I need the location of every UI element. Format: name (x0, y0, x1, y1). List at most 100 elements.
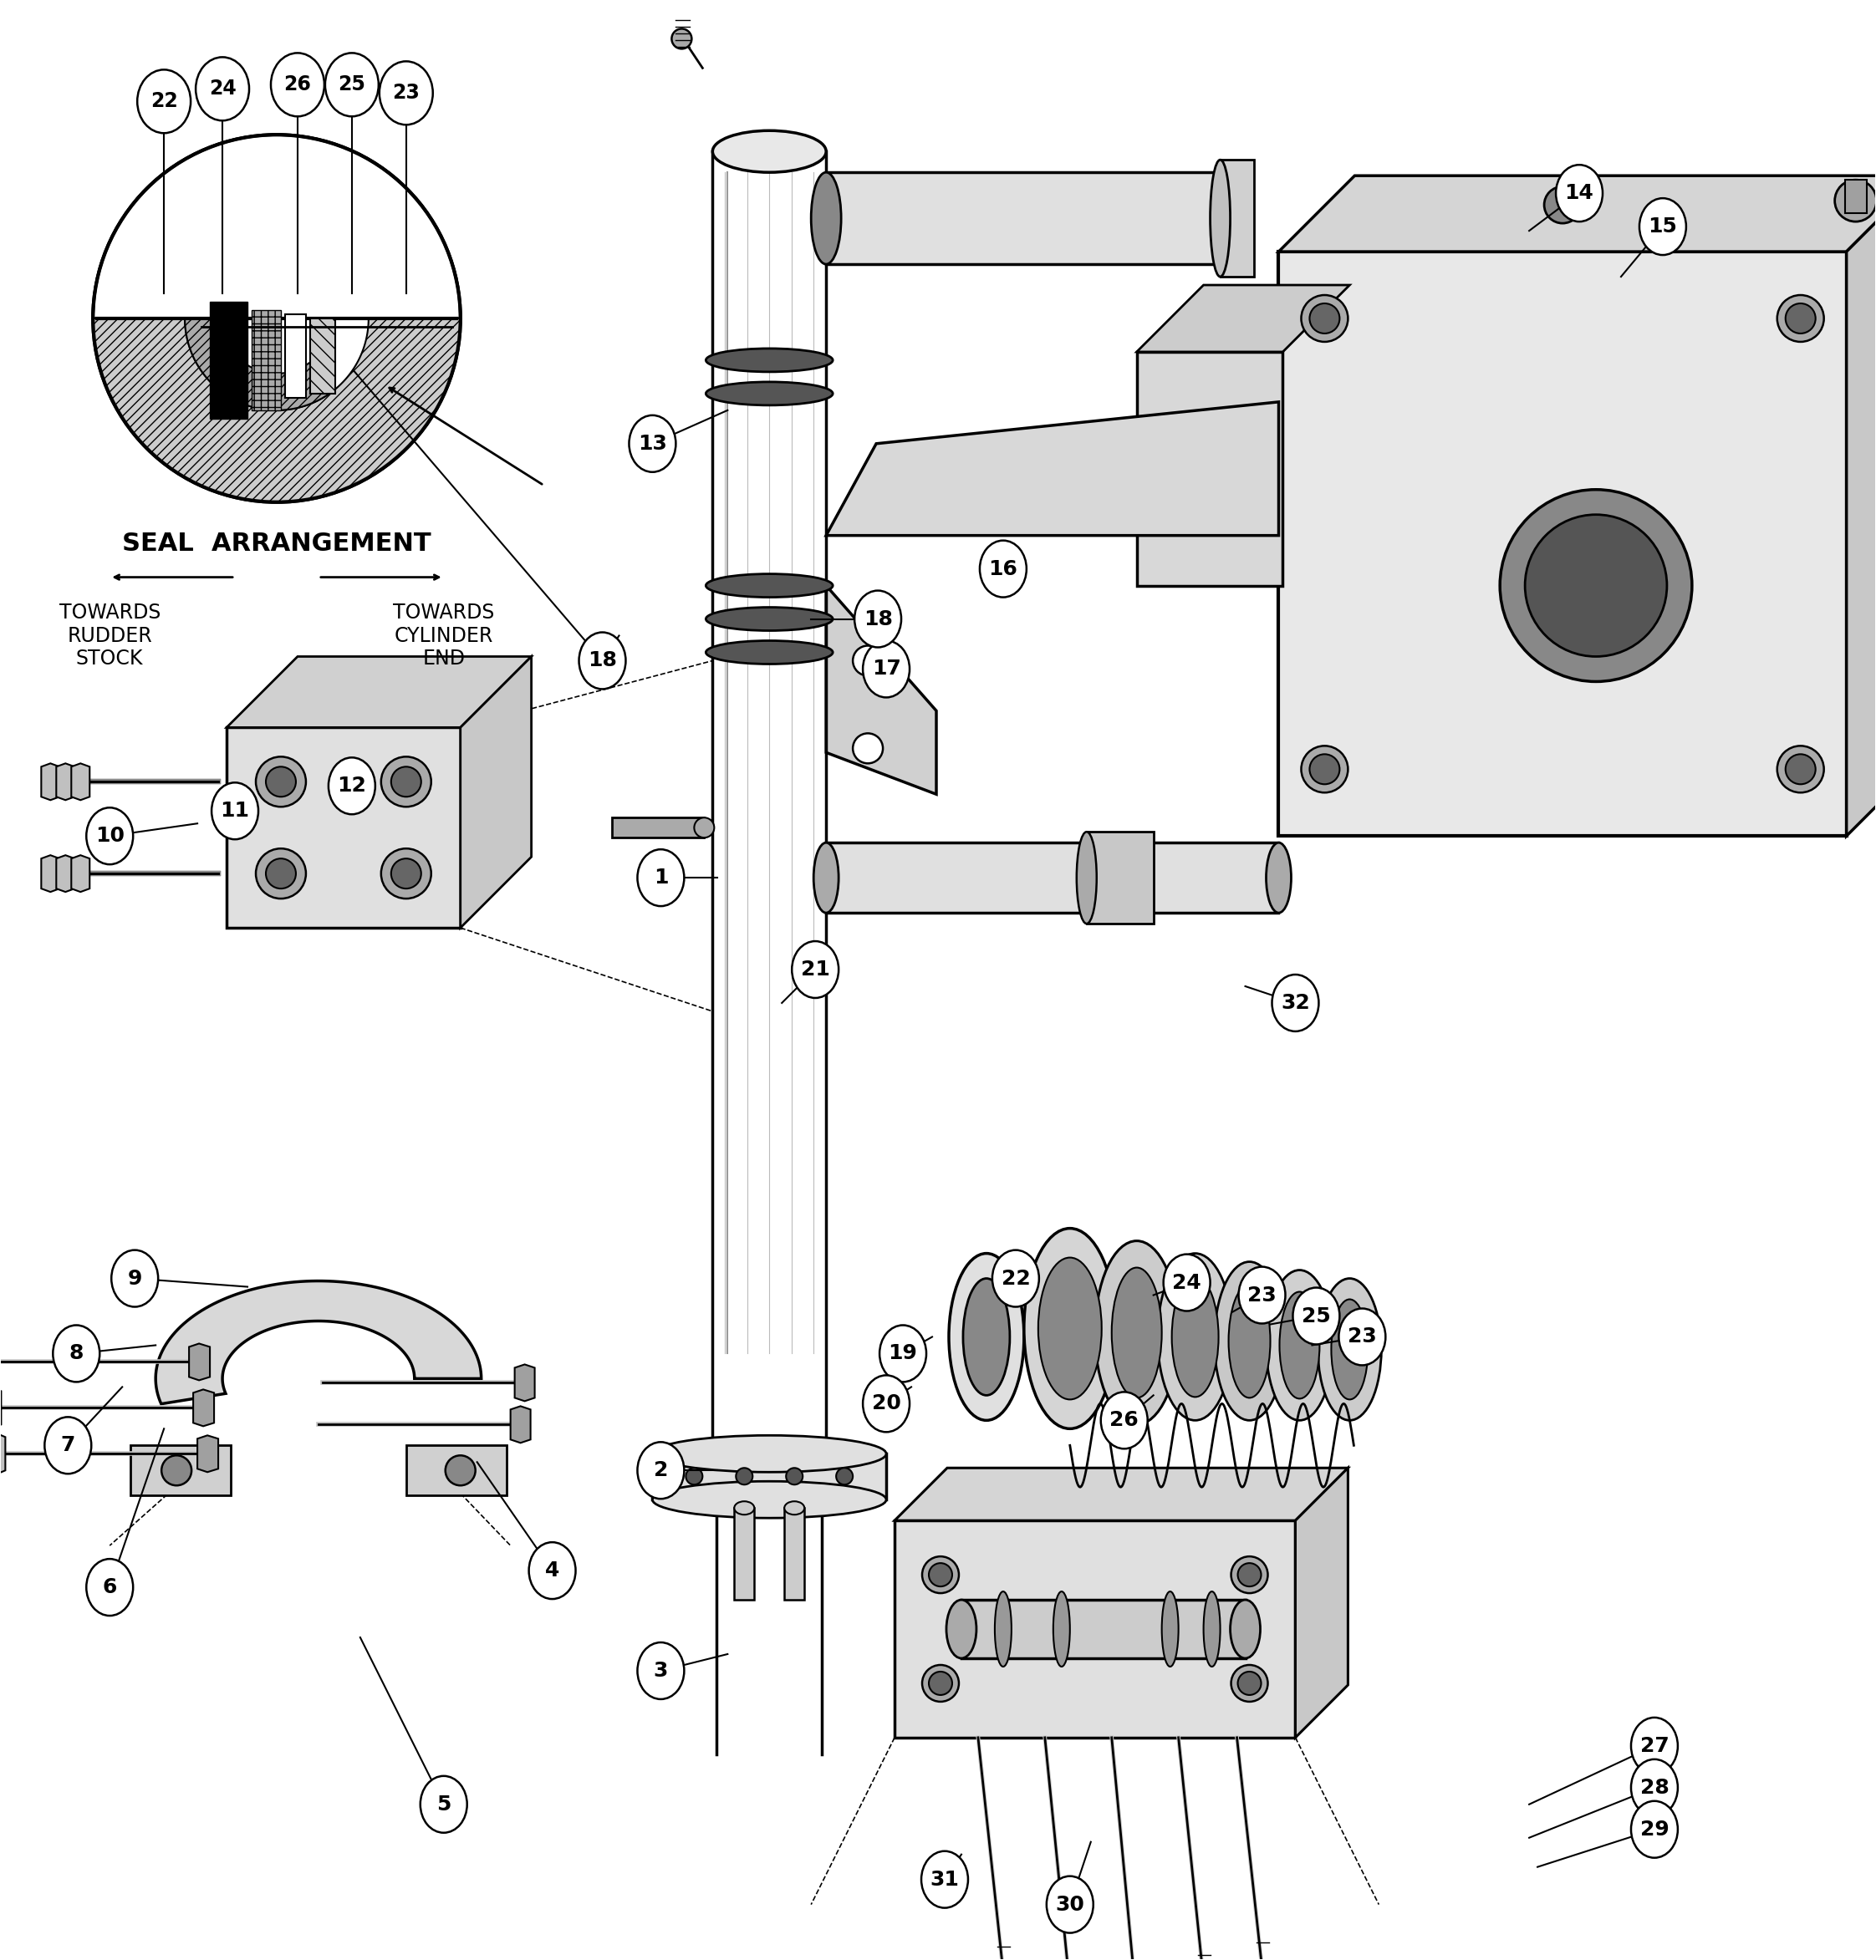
Ellipse shape (420, 1776, 467, 1833)
Ellipse shape (1214, 1262, 1285, 1421)
Circle shape (929, 1672, 953, 1695)
Text: 19: 19 (889, 1343, 917, 1364)
Ellipse shape (1172, 1276, 1219, 1397)
Ellipse shape (1266, 843, 1291, 913)
Ellipse shape (880, 1325, 927, 1382)
Bar (734, 1507, 754, 1599)
Polygon shape (156, 1282, 482, 1403)
Text: 25: 25 (338, 74, 366, 94)
Polygon shape (186, 318, 330, 410)
Circle shape (266, 766, 296, 798)
Polygon shape (460, 657, 531, 927)
Ellipse shape (979, 541, 1026, 598)
Polygon shape (189, 1343, 210, 1380)
Ellipse shape (810, 172, 840, 265)
Circle shape (266, 858, 296, 888)
Circle shape (786, 1468, 803, 1484)
Text: 12: 12 (338, 776, 366, 796)
Ellipse shape (1157, 1252, 1233, 1421)
Text: 30: 30 (1056, 1895, 1084, 1915)
Polygon shape (825, 586, 936, 794)
Text: 6: 6 (103, 1578, 116, 1597)
Text: 8: 8 (69, 1343, 84, 1364)
Bar (227, 727, 460, 927)
Ellipse shape (814, 843, 839, 913)
Ellipse shape (638, 1443, 685, 1499)
Circle shape (1231, 1556, 1268, 1593)
Circle shape (1786, 755, 1816, 784)
Bar (1279, 251, 1846, 837)
Text: 25: 25 (1302, 1305, 1330, 1327)
Ellipse shape (1161, 1592, 1178, 1666)
Circle shape (161, 1456, 191, 1486)
Ellipse shape (653, 1435, 885, 1472)
Text: 11: 11 (219, 802, 250, 821)
Bar (1844, 180, 1867, 214)
Ellipse shape (1077, 831, 1097, 923)
Polygon shape (56, 855, 75, 892)
Ellipse shape (946, 1599, 976, 1658)
Polygon shape (41, 855, 60, 892)
Text: 26: 26 (283, 74, 311, 94)
Circle shape (1777, 296, 1823, 341)
Text: 27: 27 (1640, 1737, 1670, 1756)
Bar (310, 318, 336, 394)
Circle shape (923, 1664, 959, 1701)
Ellipse shape (1640, 198, 1687, 255)
Ellipse shape (1630, 1801, 1677, 1858)
Polygon shape (1846, 176, 1876, 837)
Ellipse shape (1630, 1760, 1677, 1817)
Circle shape (1238, 1562, 1261, 1586)
Ellipse shape (379, 61, 433, 125)
Ellipse shape (705, 608, 833, 631)
Ellipse shape (1272, 974, 1319, 1031)
Text: 24: 24 (208, 78, 236, 98)
Ellipse shape (784, 1501, 805, 1515)
Text: 23: 23 (392, 82, 420, 104)
Bar (825, 843, 1279, 913)
Circle shape (94, 135, 460, 502)
Ellipse shape (1266, 1270, 1334, 1421)
Text: 9: 9 (128, 1268, 143, 1288)
Circle shape (1231, 1664, 1268, 1701)
Circle shape (687, 1468, 702, 1484)
Text: 21: 21 (801, 960, 829, 980)
Bar (405, 1445, 507, 1495)
Ellipse shape (86, 808, 133, 864)
Polygon shape (94, 135, 460, 318)
Text: 28: 28 (1640, 1778, 1670, 1797)
Ellipse shape (854, 590, 900, 647)
Circle shape (854, 645, 884, 676)
Ellipse shape (1630, 1717, 1677, 1774)
Circle shape (1544, 186, 1581, 223)
Circle shape (255, 849, 306, 898)
Circle shape (381, 849, 431, 898)
Ellipse shape (1047, 1876, 1094, 1933)
Polygon shape (193, 1390, 214, 1427)
Circle shape (1786, 304, 1816, 333)
Polygon shape (825, 402, 1279, 535)
Ellipse shape (328, 757, 375, 813)
Circle shape (1309, 755, 1339, 784)
Circle shape (381, 757, 431, 808)
Ellipse shape (994, 1592, 1011, 1666)
Ellipse shape (1339, 1309, 1386, 1366)
Text: 1: 1 (653, 868, 668, 888)
Ellipse shape (638, 849, 685, 906)
Polygon shape (56, 762, 75, 800)
Polygon shape (895, 1468, 1349, 1521)
Circle shape (672, 29, 692, 49)
Ellipse shape (1096, 1241, 1178, 1425)
Polygon shape (227, 657, 531, 727)
Ellipse shape (53, 1325, 99, 1382)
Text: 26: 26 (1111, 1411, 1139, 1431)
Polygon shape (94, 318, 460, 502)
Text: 29: 29 (1640, 1819, 1670, 1838)
Bar (612, 817, 704, 837)
Text: 4: 4 (546, 1560, 559, 1580)
Text: 22: 22 (1002, 1268, 1030, 1288)
Bar (895, 1521, 1294, 1739)
Ellipse shape (1231, 1599, 1261, 1658)
Text: TOWARDS
RUDDER
STOCK: TOWARDS RUDDER STOCK (58, 602, 161, 668)
Circle shape (390, 858, 420, 888)
